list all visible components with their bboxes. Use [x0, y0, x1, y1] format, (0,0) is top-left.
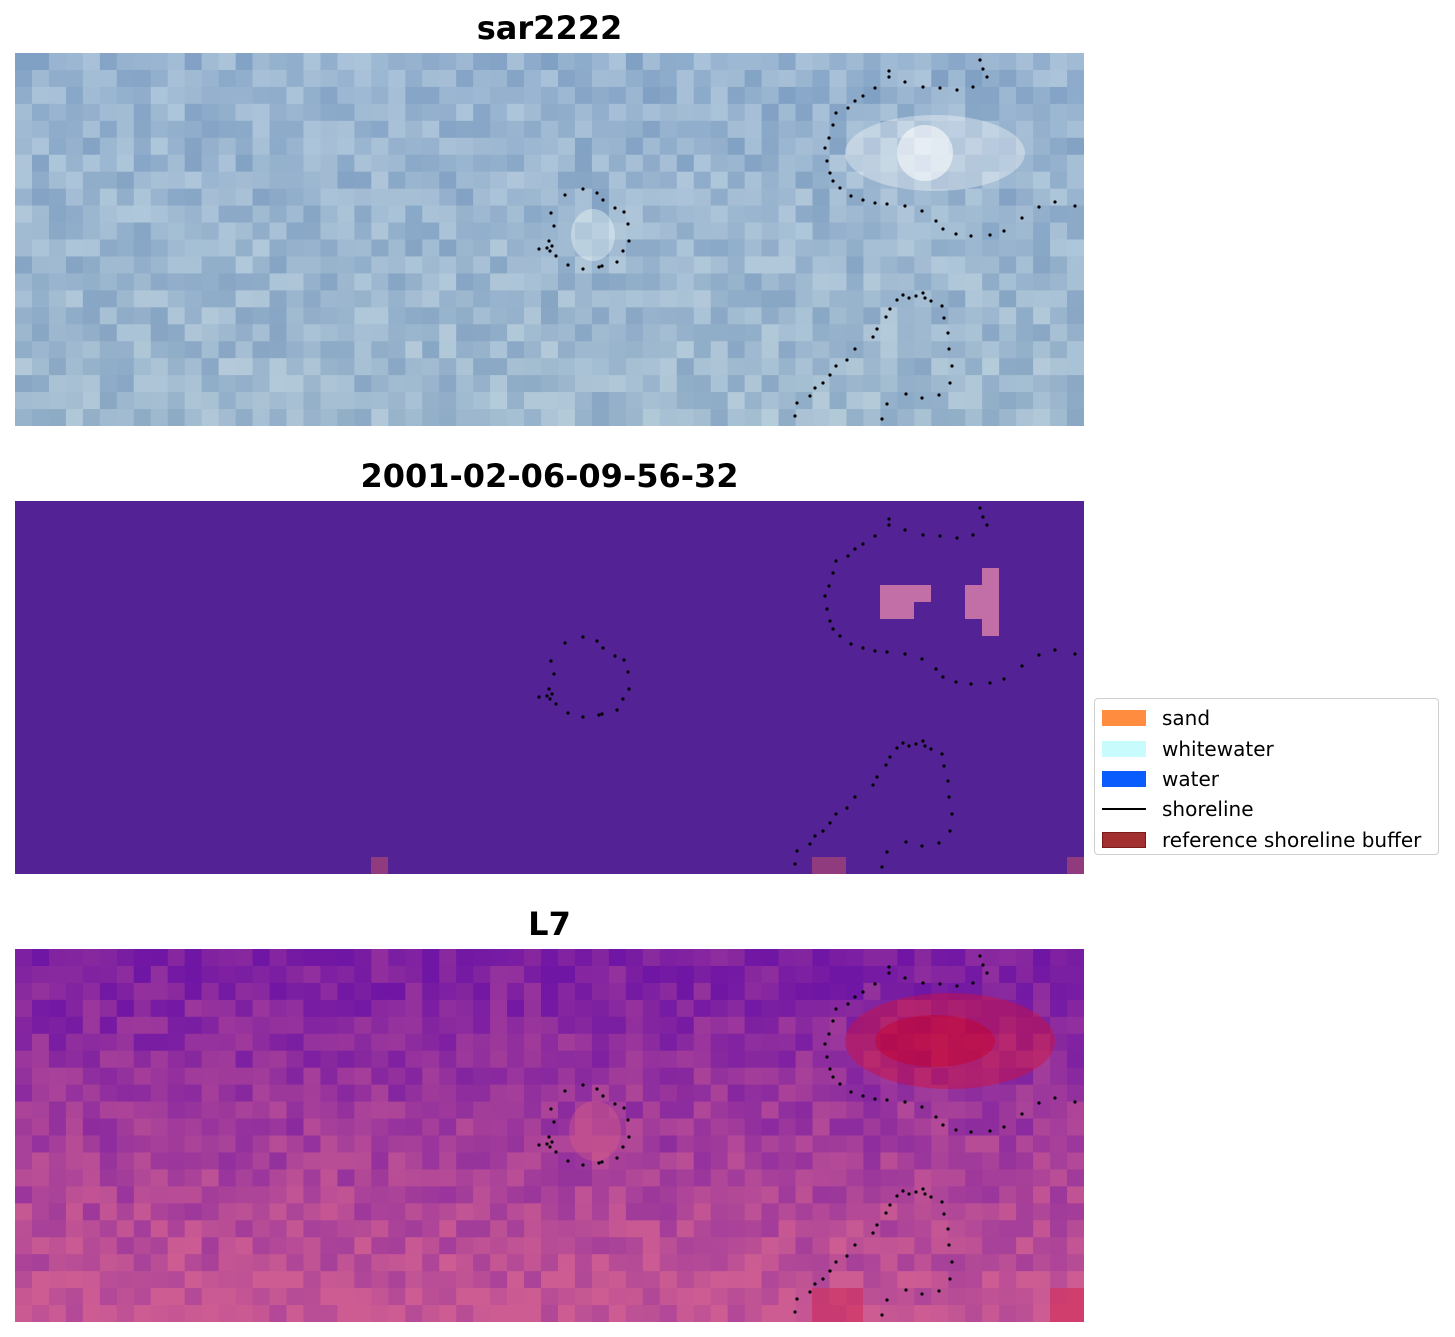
legend-item-shoreline: shoreline — [1102, 794, 1431, 824]
buffer-cell — [1067, 857, 1084, 874]
legend-label: shoreline — [1162, 797, 1254, 822]
classified-patch-a — [880, 585, 931, 619]
sand-swatch — [1102, 710, 1146, 727]
bright-cloud — [845, 115, 1025, 191]
buffer-cell — [812, 857, 846, 874]
shoreline-points — [537, 954, 1077, 1317]
high-index-core — [875, 1015, 995, 1067]
legend-item-water: water — [1102, 764, 1431, 794]
classified-patch-b — [965, 568, 999, 636]
legend-label: water — [1162, 766, 1219, 791]
classification-panel — [15, 501, 1084, 874]
rgb-image — [15, 53, 1084, 426]
bright-spot — [571, 209, 615, 261]
panel-title-bottom: L7 — [528, 905, 571, 943]
high-index-edge — [1050, 1288, 1084, 1322]
shoreline-swatch — [1102, 808, 1146, 811]
legend-item-reference-buffer: reference shoreline buffer — [1102, 825, 1431, 855]
legend: sand whitewater water shoreline referenc… — [1094, 698, 1439, 855]
shoreline-points — [537, 506, 1077, 869]
legend-item-whitewater: whitewater — [1102, 733, 1431, 763]
shoreline-points — [537, 58, 1077, 421]
legend-label: sand — [1162, 706, 1211, 731]
legend-label: whitewater — [1162, 736, 1274, 761]
water-swatch — [1102, 770, 1146, 787]
index-image-panel — [15, 949, 1084, 1322]
high-index-area — [845, 993, 1055, 1089]
index-image — [15, 949, 1084, 1322]
whitewater-swatch — [1102, 740, 1146, 757]
panel-title-top: sar2222 — [476, 9, 623, 47]
legend-item-sand: sand — [1102, 703, 1431, 733]
legend-label: reference shoreline buffer — [1162, 827, 1422, 852]
panel-title-middle: 2001-02-06-09-56-32 — [360, 457, 739, 495]
bright-patch — [897, 125, 953, 181]
rgb-image-panel — [15, 53, 1084, 426]
high-index-edge — [812, 1288, 863, 1322]
classification-image — [15, 501, 1084, 874]
mid-index-spot — [569, 1101, 621, 1161]
buffer-cell — [371, 857, 388, 874]
reference-buffer-swatch — [1102, 831, 1146, 848]
